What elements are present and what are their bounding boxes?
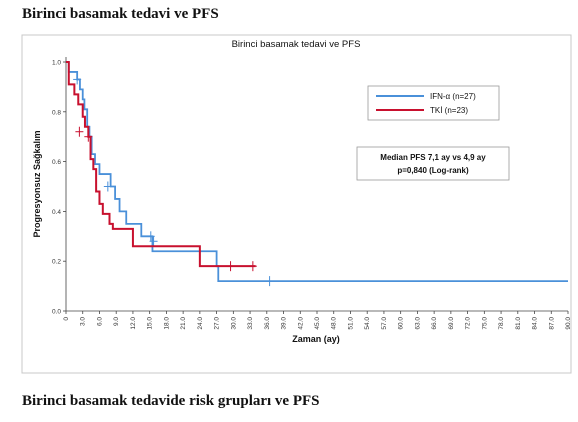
legend-label-ifn: IFN-α (n=27) bbox=[430, 92, 476, 101]
x-tick-label: 66.0 bbox=[431, 317, 438, 330]
x-tick-label: 36.0 bbox=[264, 317, 271, 330]
y-tick-label: 0.2 bbox=[52, 259, 61, 266]
y-tick-label: 0.4 bbox=[52, 209, 61, 216]
x-tick-label: 27.0 bbox=[214, 317, 221, 330]
y-tick-label: 1.0 bbox=[52, 60, 61, 67]
x-tick-label: 72.0 bbox=[465, 317, 472, 330]
x-tick-label: 39.0 bbox=[281, 317, 288, 330]
y-tick-label: 0.8 bbox=[52, 109, 61, 116]
y-tick-label: 0.0 bbox=[52, 309, 61, 316]
x-tick-label: 90.0 bbox=[565, 317, 572, 330]
annotation-box bbox=[356, 146, 510, 181]
x-tick-label: 42.0 bbox=[297, 317, 304, 330]
legend-box bbox=[367, 85, 500, 121]
x-tick-label: 84.0 bbox=[532, 317, 539, 330]
x-tick-label: 24.0 bbox=[197, 317, 204, 330]
x-tick-label: 81.0 bbox=[515, 317, 522, 330]
x-tick-label: 60.0 bbox=[398, 317, 405, 330]
section-heading: Birinci basamak tedavi ve PFS bbox=[22, 6, 219, 22]
chart-title: Birinci basamak tedavi ve PFS bbox=[232, 39, 361, 50]
x-tick-label: 33.0 bbox=[247, 317, 254, 330]
x-axis-label: Zaman (ay) bbox=[292, 334, 340, 344]
x-tick-label: 51.0 bbox=[347, 317, 354, 330]
x-tick-label: 75.0 bbox=[481, 317, 488, 330]
legend: IFN-α (n=27) TKİ (n=23) bbox=[367, 85, 500, 121]
annotation: Median PFS 7,1 ay vs 4,9 ay p=0,840 (Log… bbox=[356, 146, 510, 181]
section-heading-risk: Birinci basamak tedavide risk grupları v… bbox=[22, 393, 320, 409]
x-tick-label: 3.0 bbox=[80, 317, 87, 326]
x-tick-label: 54.0 bbox=[364, 317, 371, 330]
x-tick-label: 21.0 bbox=[180, 317, 187, 330]
x-tick-label: 48.0 bbox=[331, 317, 338, 330]
x-tick-label: 87.0 bbox=[548, 317, 555, 330]
x-tick-label: 6.0 bbox=[96, 317, 103, 326]
x-tick-label: 30.0 bbox=[230, 317, 237, 330]
series-line-tki bbox=[66, 61, 256, 268]
x-tick-label: 0 bbox=[63, 317, 70, 321]
x-tick-label: 69.0 bbox=[448, 317, 455, 330]
annotation-median: Median PFS 7,1 ay vs 4,9 ay bbox=[380, 153, 486, 162]
y-axis-label: Progresyonsuz Sağkalım bbox=[32, 130, 42, 237]
annotation-pvalue: p=0,840 (Log-rank) bbox=[397, 166, 469, 175]
x-tick-label: 15.0 bbox=[147, 317, 154, 330]
y-ticks: 0.0 0.2 0.4 0.6 0.8 1.0 bbox=[52, 60, 66, 316]
km-chart: Birinci basamak tedavi ve PFS 0.00.20.40… bbox=[21, 34, 572, 374]
x-tick-label: 78.0 bbox=[498, 317, 505, 330]
x-tick-label: 63.0 bbox=[414, 317, 421, 330]
x-tick-label: 12.0 bbox=[130, 317, 137, 330]
x-ticks: 0 3.0 6.0 9.0 12.0 15.0 18.0 21.0 24.0 27.0 30.0 33… bbox=[63, 311, 572, 330]
x-tick-label: 9.0 bbox=[113, 317, 120, 326]
y-tick-label: 0.6 bbox=[52, 159, 61, 166]
x-tick-label: 18.0 bbox=[163, 317, 170, 330]
x-tick-label: 57.0 bbox=[381, 317, 388, 330]
legend-label-tki: TKİ (n=23) bbox=[430, 106, 468, 115]
x-tick-label: 45.0 bbox=[314, 317, 321, 330]
curves bbox=[66, 61, 568, 287]
